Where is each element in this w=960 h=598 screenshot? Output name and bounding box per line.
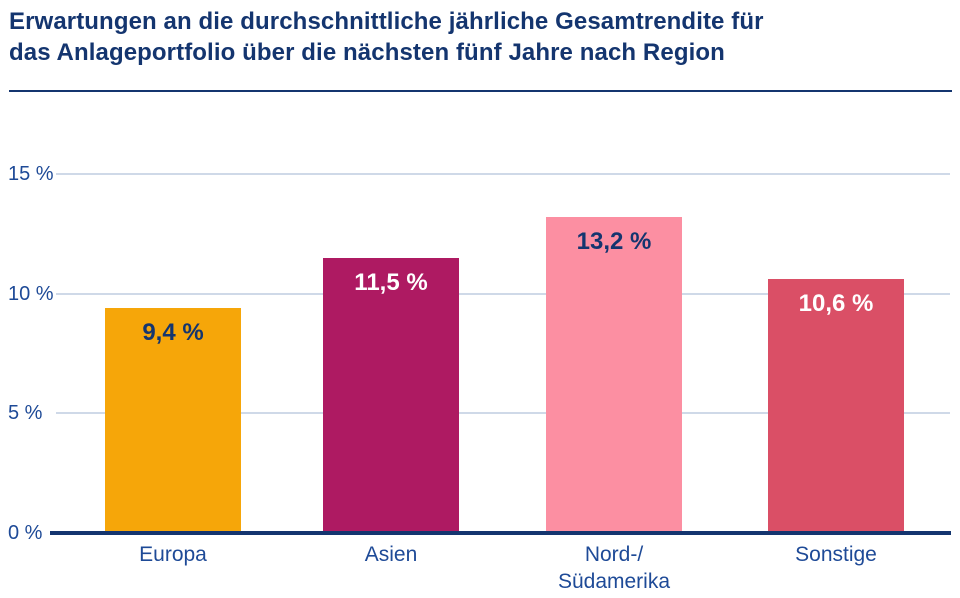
title-divider	[9, 90, 952, 92]
category-label: Europa	[139, 543, 207, 566]
gridline	[56, 173, 950, 175]
y-tick-label: 0 %	[8, 522, 43, 544]
category-label: Nord-/ Südamerika	[557, 543, 671, 593]
bar-value-label: 13,2 %	[576, 228, 652, 256]
category-label: Asien	[364, 543, 418, 566]
chart-title-line1: Erwartungen an die durchschnittliche jäh…	[9, 8, 764, 35]
bar: 11,5 %	[323, 257, 459, 533]
chart-title-line2: das Anlageportfolio über die nächsten fü…	[9, 39, 725, 66]
y-tick-label: 15 %	[8, 163, 54, 185]
bar: 9,4 %	[105, 308, 241, 533]
bar-value-label: 10,6 %	[798, 290, 874, 318]
chart-title: Erwartungen an die durchschnittliche jäh…	[9, 6, 764, 68]
gridline	[56, 412, 950, 415]
bar: 10,6 %	[768, 279, 904, 533]
bar-value-label: 11,5 %	[354, 268, 428, 296]
category-label: Sonstige	[795, 543, 877, 566]
x-axis-baseline	[50, 531, 951, 535]
y-tick-label: 10 %	[8, 282, 54, 305]
bar: 13,2 %	[546, 217, 682, 533]
bar-value-label: 9,4 %	[142, 319, 204, 347]
gridline	[56, 292, 950, 295]
y-tick-label: 5 %	[8, 402, 43, 425]
